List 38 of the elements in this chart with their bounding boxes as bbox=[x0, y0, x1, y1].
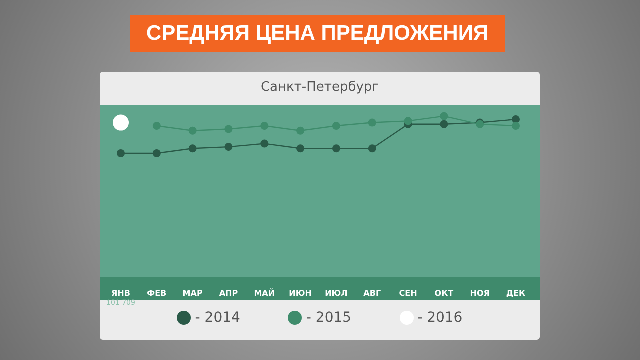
x-tick-label: ДЕК bbox=[506, 289, 526, 298]
point bbox=[368, 144, 376, 153]
x-tick-label: АПР bbox=[219, 289, 238, 298]
point bbox=[113, 114, 129, 131]
x-tick-label: ИЮН bbox=[289, 289, 312, 298]
point bbox=[512, 116, 520, 124]
chart-title: СРЕДНЯЯ ЦЕНА ПРЕДЛОЖЕНИЯ bbox=[130, 15, 505, 52]
point bbox=[260, 122, 269, 130]
legend-label: - 2016 bbox=[418, 310, 463, 326]
x-tick-label: АВГ bbox=[364, 289, 382, 298]
point bbox=[332, 144, 340, 153]
point bbox=[224, 143, 233, 152]
point bbox=[188, 144, 197, 153]
legend-label: - 2014 bbox=[195, 310, 240, 326]
x-tick-label: ОКТ bbox=[434, 289, 454, 298]
point bbox=[224, 125, 233, 134]
point bbox=[152, 150, 161, 158]
point bbox=[368, 118, 376, 127]
x-tick-label: ИЮЛ bbox=[325, 289, 348, 298]
x-tick-label: ЯНВ bbox=[112, 289, 130, 298]
legend-label: - 2015 bbox=[306, 310, 352, 326]
point bbox=[404, 117, 412, 126]
point bbox=[152, 122, 161, 130]
point bbox=[117, 150, 125, 158]
point bbox=[260, 140, 269, 148]
x-tick-label: МАР bbox=[182, 289, 203, 298]
x-tick-label: НОЯ bbox=[470, 289, 490, 298]
x-tick-label: МАЙ bbox=[254, 288, 276, 298]
point bbox=[296, 144, 305, 153]
point bbox=[440, 120, 448, 128]
point bbox=[332, 122, 340, 130]
x-tick-label: ФЕВ bbox=[147, 289, 167, 298]
point bbox=[512, 122, 520, 130]
point bbox=[296, 126, 305, 135]
x-tick-label: СЕН bbox=[399, 289, 418, 298]
point bbox=[440, 112, 448, 120]
point bbox=[188, 126, 197, 135]
chart-subtitle: Санкт-Петербург bbox=[260, 80, 380, 95]
